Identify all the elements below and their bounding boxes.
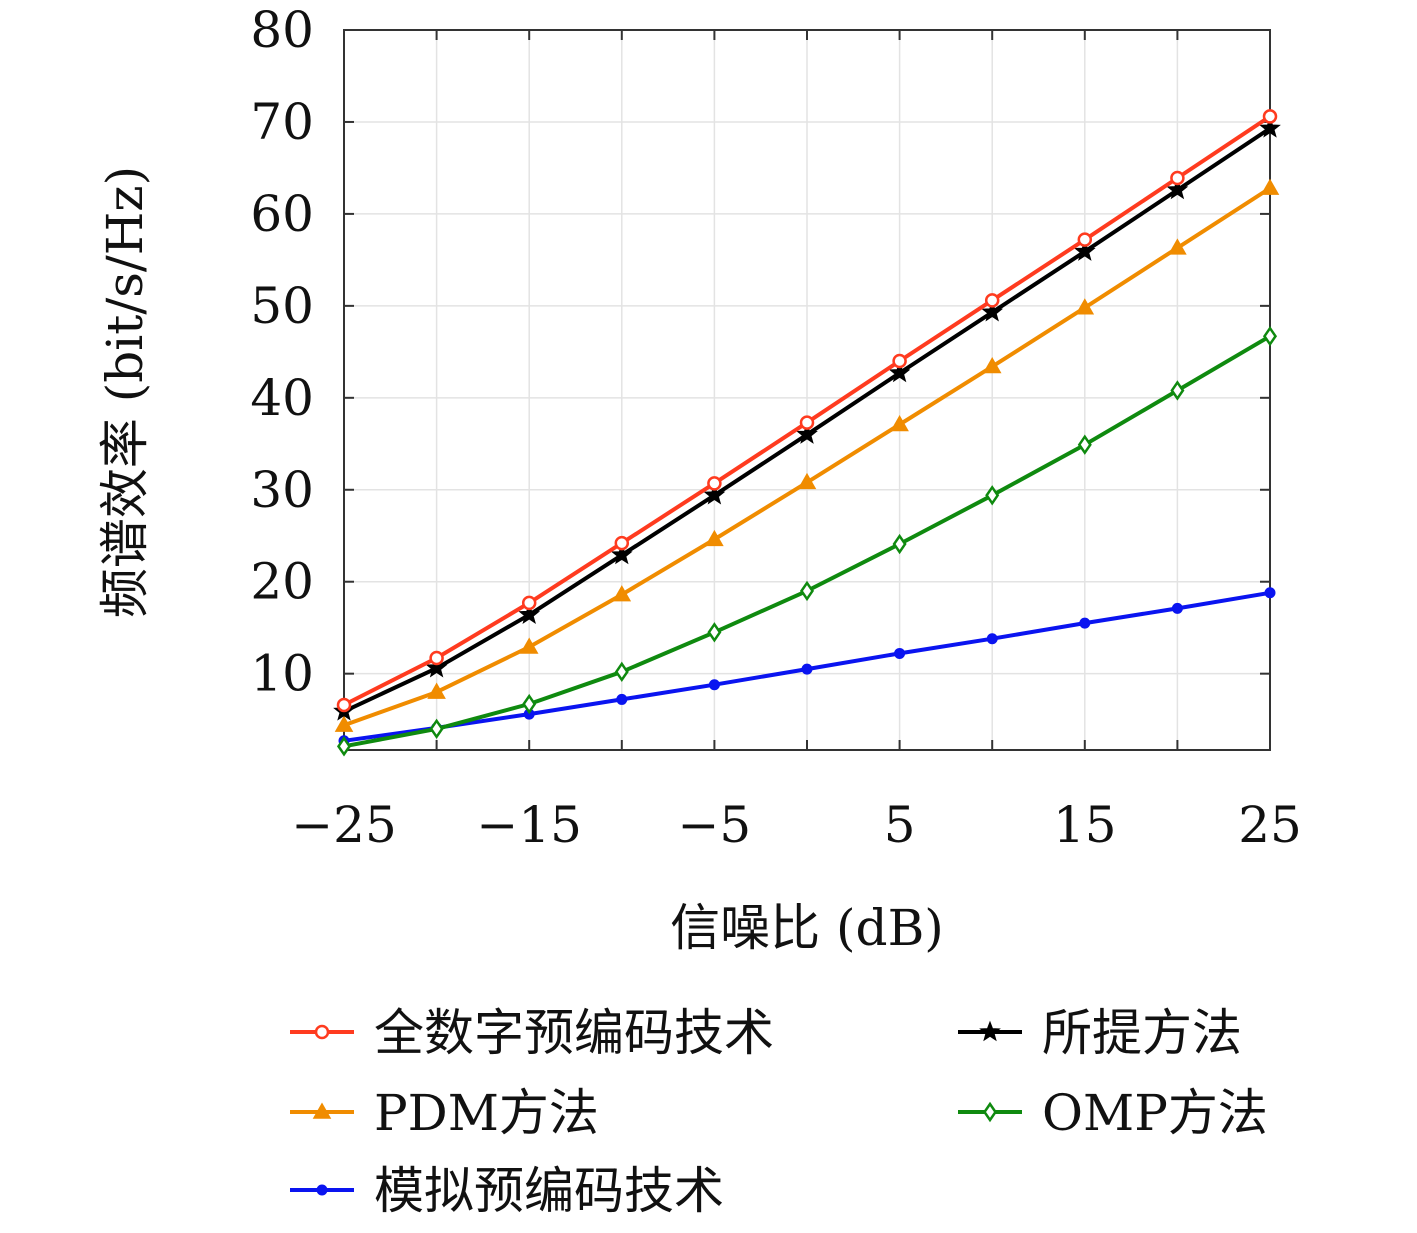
series-2 xyxy=(334,178,1280,732)
data-point xyxy=(1166,178,1189,200)
data-point xyxy=(522,693,537,715)
y-tick-label: 30 xyxy=(250,461,314,519)
data-point xyxy=(1077,232,1093,247)
data-point xyxy=(981,300,1004,322)
data-point xyxy=(1170,380,1185,401)
data-point xyxy=(707,622,722,643)
x-tick-label: −25 xyxy=(291,796,397,854)
axis-ticks xyxy=(343,29,1271,750)
data-point xyxy=(1079,617,1091,629)
y-tick-label: 60 xyxy=(250,185,314,243)
data-point xyxy=(892,533,907,555)
data-point xyxy=(614,661,629,683)
data-point xyxy=(1077,434,1092,455)
data-point xyxy=(797,472,817,490)
legend-item: OMP方法 xyxy=(958,1084,1268,1142)
data-point xyxy=(336,697,352,713)
data-point xyxy=(985,485,1000,506)
data-point xyxy=(801,663,813,675)
data-point xyxy=(888,361,911,383)
data-point xyxy=(982,357,1002,374)
data-point xyxy=(703,483,726,505)
x-axis-title: 信噪比 (dB) xyxy=(670,899,944,957)
data-point xyxy=(894,647,906,659)
data-point xyxy=(519,637,539,654)
data-point xyxy=(1170,170,1185,186)
legend-item: 模拟预编码技术 xyxy=(290,1162,724,1220)
data-point xyxy=(707,476,722,491)
data-point xyxy=(1264,587,1276,599)
legend-item: PDM方法 xyxy=(290,1084,599,1142)
data-point xyxy=(705,529,724,547)
data-point xyxy=(1168,238,1187,255)
x-tick-label: −5 xyxy=(678,796,752,854)
data-point xyxy=(984,293,1000,308)
data-point xyxy=(425,656,448,678)
legend-swatch-marker xyxy=(314,1024,330,1040)
data-point xyxy=(1073,240,1096,261)
y-axis-title: 频谱效率 (bit/s/Hz) xyxy=(96,166,154,618)
legend-swatch-marker xyxy=(979,1020,1001,1042)
series-1 xyxy=(333,116,1281,721)
x-tick-label: 5 xyxy=(884,796,916,854)
data-point xyxy=(334,715,354,732)
data-point xyxy=(429,718,444,740)
data-point xyxy=(1171,602,1183,614)
y-tick-label: 70 xyxy=(250,93,314,151)
data-point xyxy=(616,693,628,705)
data-point xyxy=(521,595,537,611)
data-point xyxy=(518,603,541,625)
data-point xyxy=(614,535,630,551)
data-point xyxy=(796,423,818,444)
data-point xyxy=(799,415,815,430)
x-tick-label: −15 xyxy=(476,796,582,854)
x-tick-label: 25 xyxy=(1238,796,1302,854)
data-point xyxy=(336,736,352,757)
data-point xyxy=(890,414,909,432)
data-point xyxy=(799,580,815,602)
series-0 xyxy=(336,109,1278,713)
series-layer xyxy=(333,109,1281,757)
legend-item: 全数字预编码技术 xyxy=(290,1004,774,1062)
data-point xyxy=(612,585,632,602)
legend-swatch-marker xyxy=(982,1101,998,1123)
data-point xyxy=(427,682,446,699)
y-tick-label: 80 xyxy=(250,1,314,59)
data-point xyxy=(1262,109,1278,124)
series-3 xyxy=(336,326,1278,757)
legend-item: 所提方法 xyxy=(958,1004,1242,1062)
legend-label: PDM方法 xyxy=(374,1084,599,1142)
series-4 xyxy=(338,587,1276,747)
data-point xyxy=(892,353,907,369)
data-point xyxy=(1262,326,1278,347)
data-point xyxy=(708,679,720,691)
y-tick-label: 40 xyxy=(250,369,314,427)
y-tick-label: 10 xyxy=(250,645,314,703)
legend-swatch-marker xyxy=(312,1102,332,1119)
data-point xyxy=(1075,298,1095,315)
data-point xyxy=(986,633,998,645)
legend-label: 模拟预编码技术 xyxy=(374,1162,724,1220)
legend-label: 全数字预编码技术 xyxy=(374,1004,774,1062)
legend-label: 所提方法 xyxy=(1042,1004,1242,1062)
x-tick-label: 15 xyxy=(1053,796,1117,854)
data-point xyxy=(1259,116,1281,138)
y-tick-label: 20 xyxy=(250,553,314,611)
data-point xyxy=(610,543,633,565)
tick-labels: 10 20 30 40 50 60 70 80 −25 −15 −5 5 15 25 xyxy=(250,1,1301,854)
data-point xyxy=(429,650,444,666)
legend-swatch-marker xyxy=(316,1184,328,1196)
data-point xyxy=(1260,178,1280,195)
legend-label: OMP方法 xyxy=(1042,1084,1268,1142)
y-tick-label: 50 xyxy=(250,277,314,335)
